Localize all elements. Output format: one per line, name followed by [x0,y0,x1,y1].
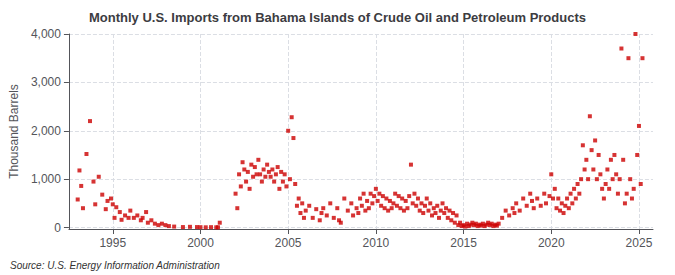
svg-text:Monthly U.S. Imports from Baha: Monthly U.S. Imports from Bahama Islands… [89,10,586,25]
svg-text:Source: U.S. Energy Informatio: Source: U.S. Energy Information Administ… [10,260,220,271]
svg-text:2005: 2005 [275,236,302,250]
svg-text:2015: 2015 [450,236,477,250]
svg-text:1995: 1995 [99,236,126,250]
svg-text:3,000: 3,000 [31,75,61,89]
svg-text:Thousand Barrels: Thousand Barrels [7,84,21,179]
svg-text:2025: 2025 [626,236,653,250]
svg-text:1,000: 1,000 [31,172,61,186]
svg-text:2,000: 2,000 [31,124,61,138]
svg-text:4,000: 4,000 [31,27,61,41]
svg-text:0: 0 [54,221,61,235]
svg-text:2020: 2020 [538,236,565,250]
svg-text:2000: 2000 [187,236,214,250]
svg-text:2010: 2010 [363,236,390,250]
